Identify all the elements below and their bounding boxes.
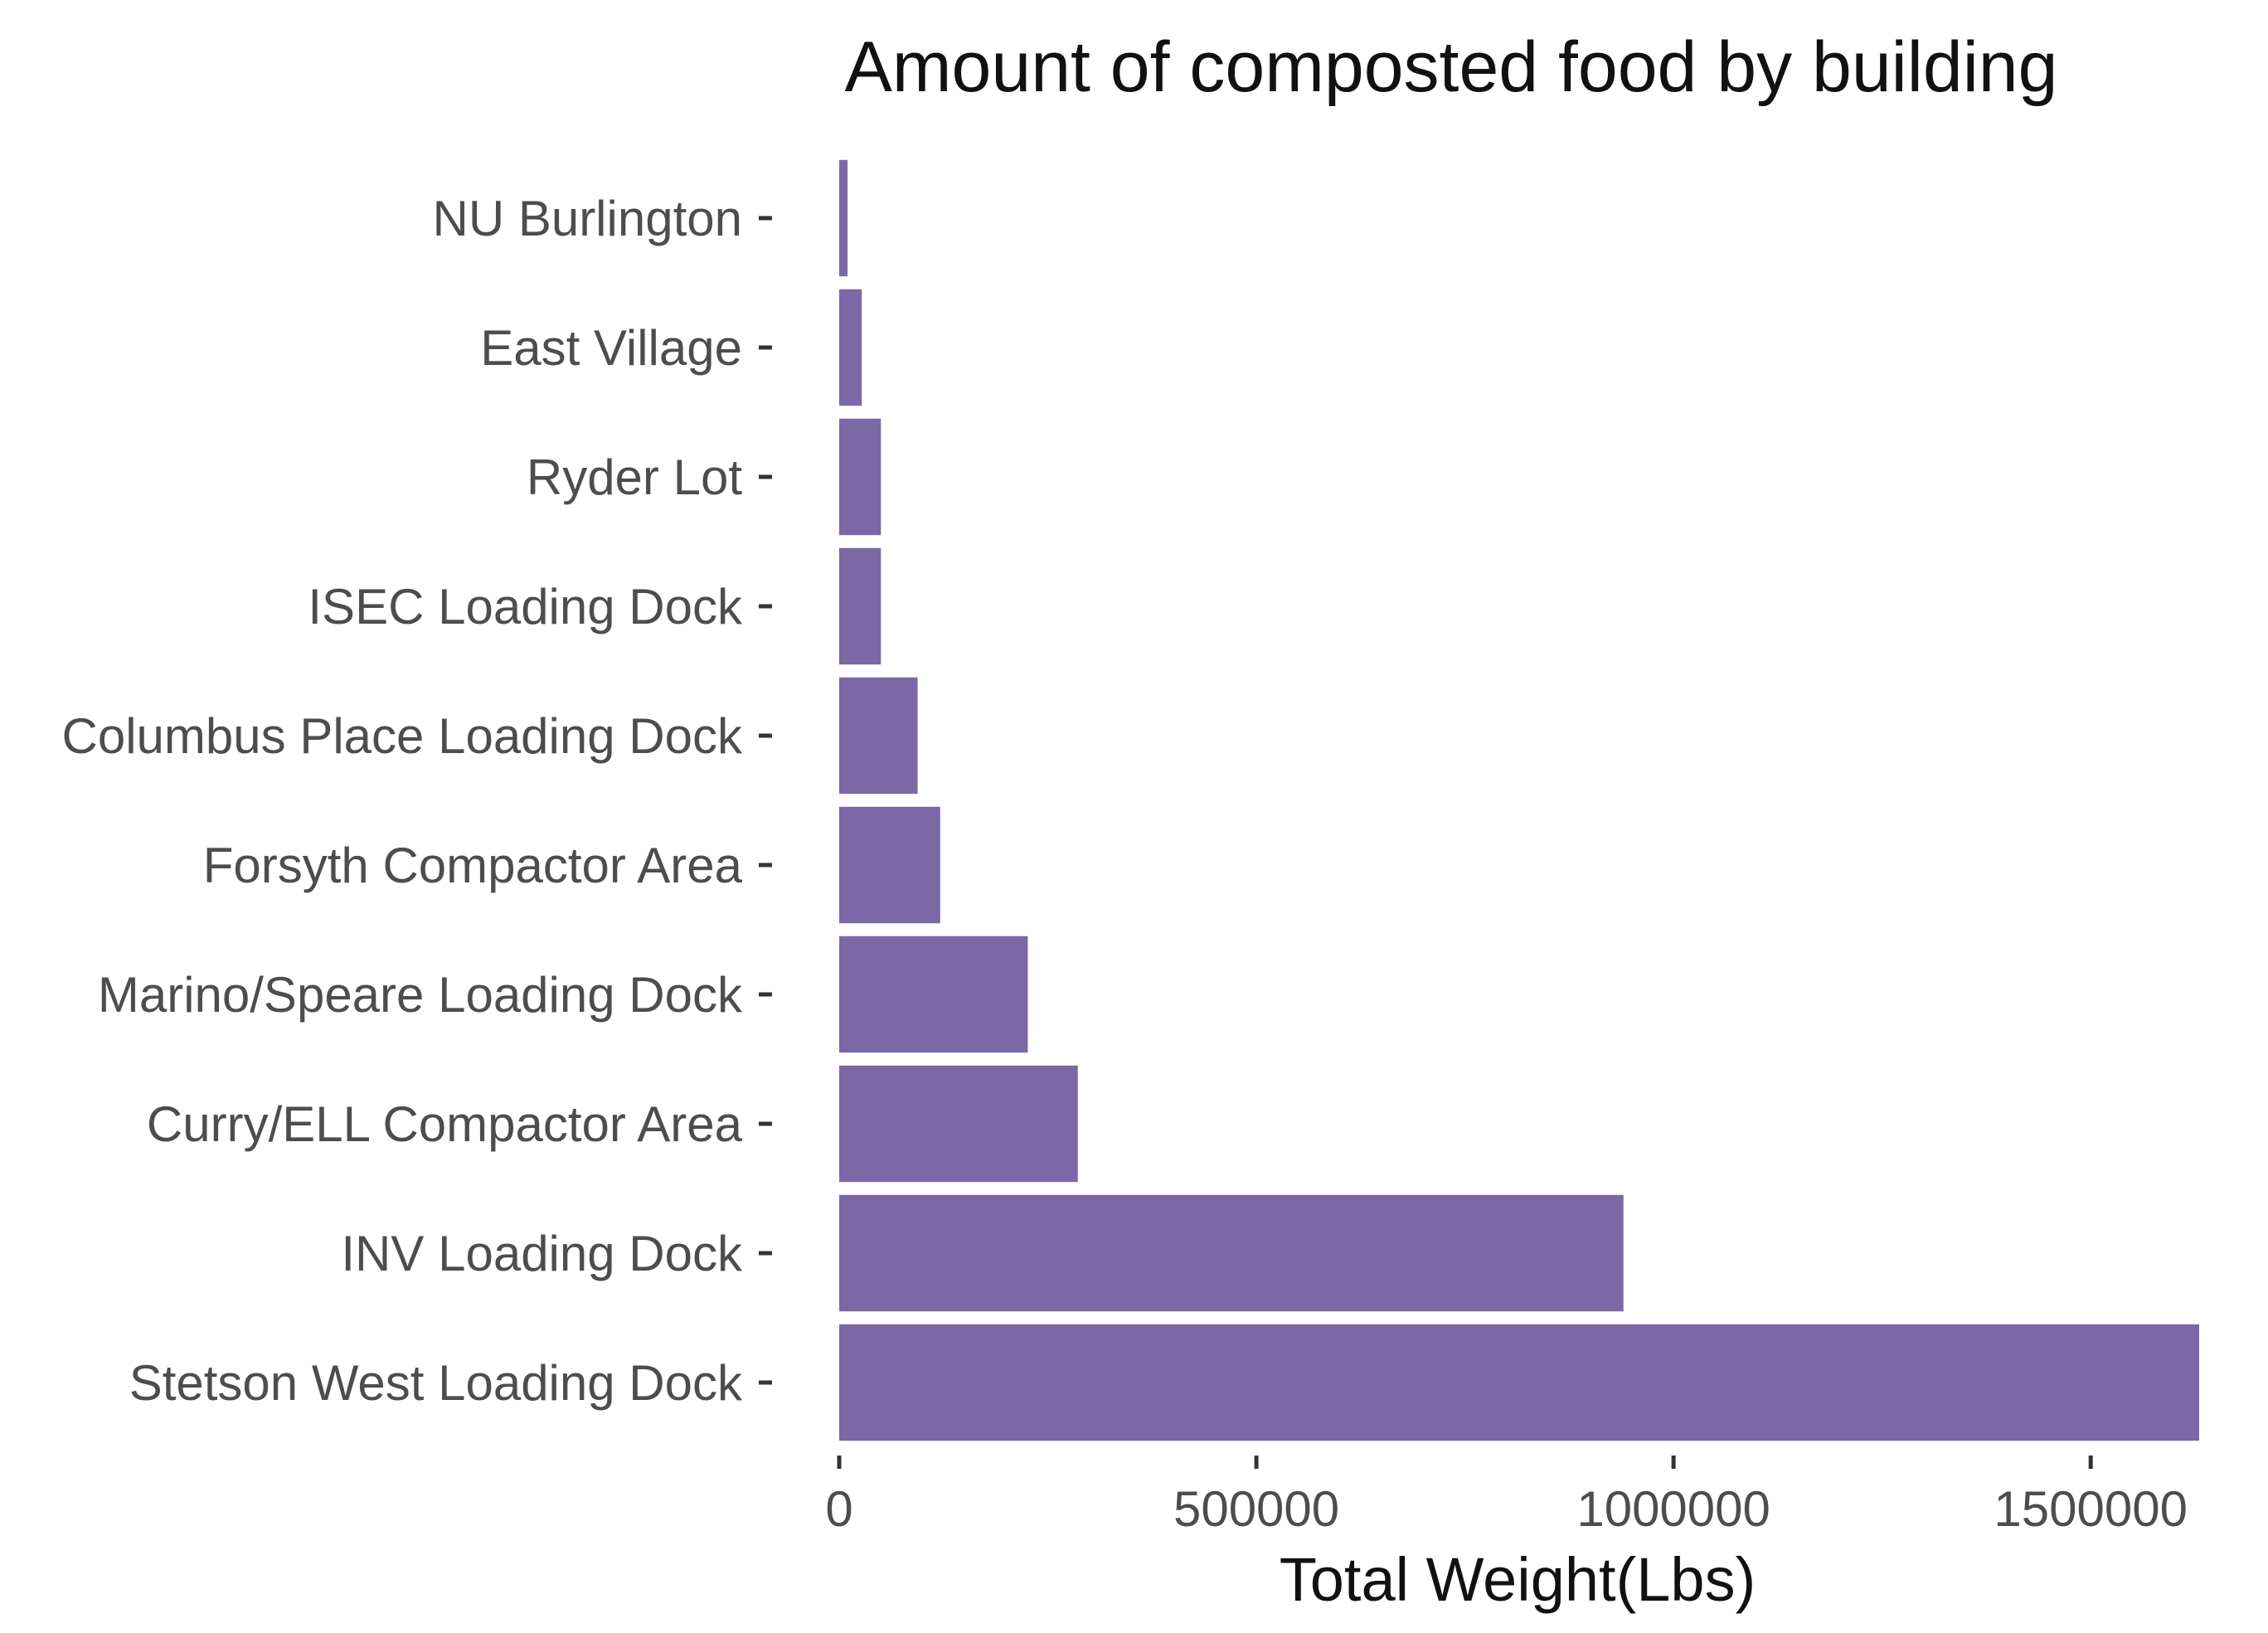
bar-forsyth-compactor-area: [839, 806, 940, 924]
x-tick-label: 1500000: [1994, 1481, 2188, 1537]
x-tick-label: 1000000: [1576, 1481, 1770, 1537]
y-tick-label: East Village: [480, 320, 742, 376]
y-tick-label: Marino/Speare Loading Dock: [98, 967, 743, 1023]
y-tick-label: Forsyth Compactor Area: [203, 838, 743, 893]
x-tick-label: 500000: [1173, 1481, 1339, 1537]
bars-layer: [839, 159, 2199, 1441]
y-tick-label: NU Burlington: [432, 191, 742, 246]
bar-stetson-west-loading-dock: [839, 1324, 2199, 1441]
bar-isec-loading-dock: [839, 547, 881, 665]
x-axis-title: Total Weight(Lbs): [1280, 1545, 1756, 1614]
y-tick-label: ISEC Loading Dock: [308, 579, 743, 634]
bar-east-village: [839, 289, 862, 406]
x-axis: 0 500000 1000000 1500000: [825, 1456, 2188, 1537]
bar-nu-burlington: [839, 159, 848, 277]
y-tick-label: INV Loading Dock: [341, 1226, 743, 1281]
y-tick-label: Curry/ELL Compactor Area: [147, 1096, 743, 1152]
y-axis: NU Burlington East Village Ryder Lot ISEC L…: [62, 191, 772, 1411]
x-tick-label: 0: [825, 1481, 852, 1537]
y-tick-label: Ryder Lot: [527, 450, 742, 505]
bar-ryder-lot: [839, 418, 881, 536]
chart-title: Amount of composted food by building: [845, 27, 2058, 107]
y-tick-label: Stetson West Loading Dock: [129, 1355, 743, 1411]
y-tick-label: Columbus Place Loading Dock: [62, 708, 743, 764]
bar-inv-loading-dock: [839, 1194, 1624, 1312]
bar-columbus-place-loading-dock: [839, 677, 918, 795]
bar-curry-ell-compactor-area: [839, 1065, 1078, 1183]
bar-marino-speare-loading-dock: [839, 936, 1028, 1053]
